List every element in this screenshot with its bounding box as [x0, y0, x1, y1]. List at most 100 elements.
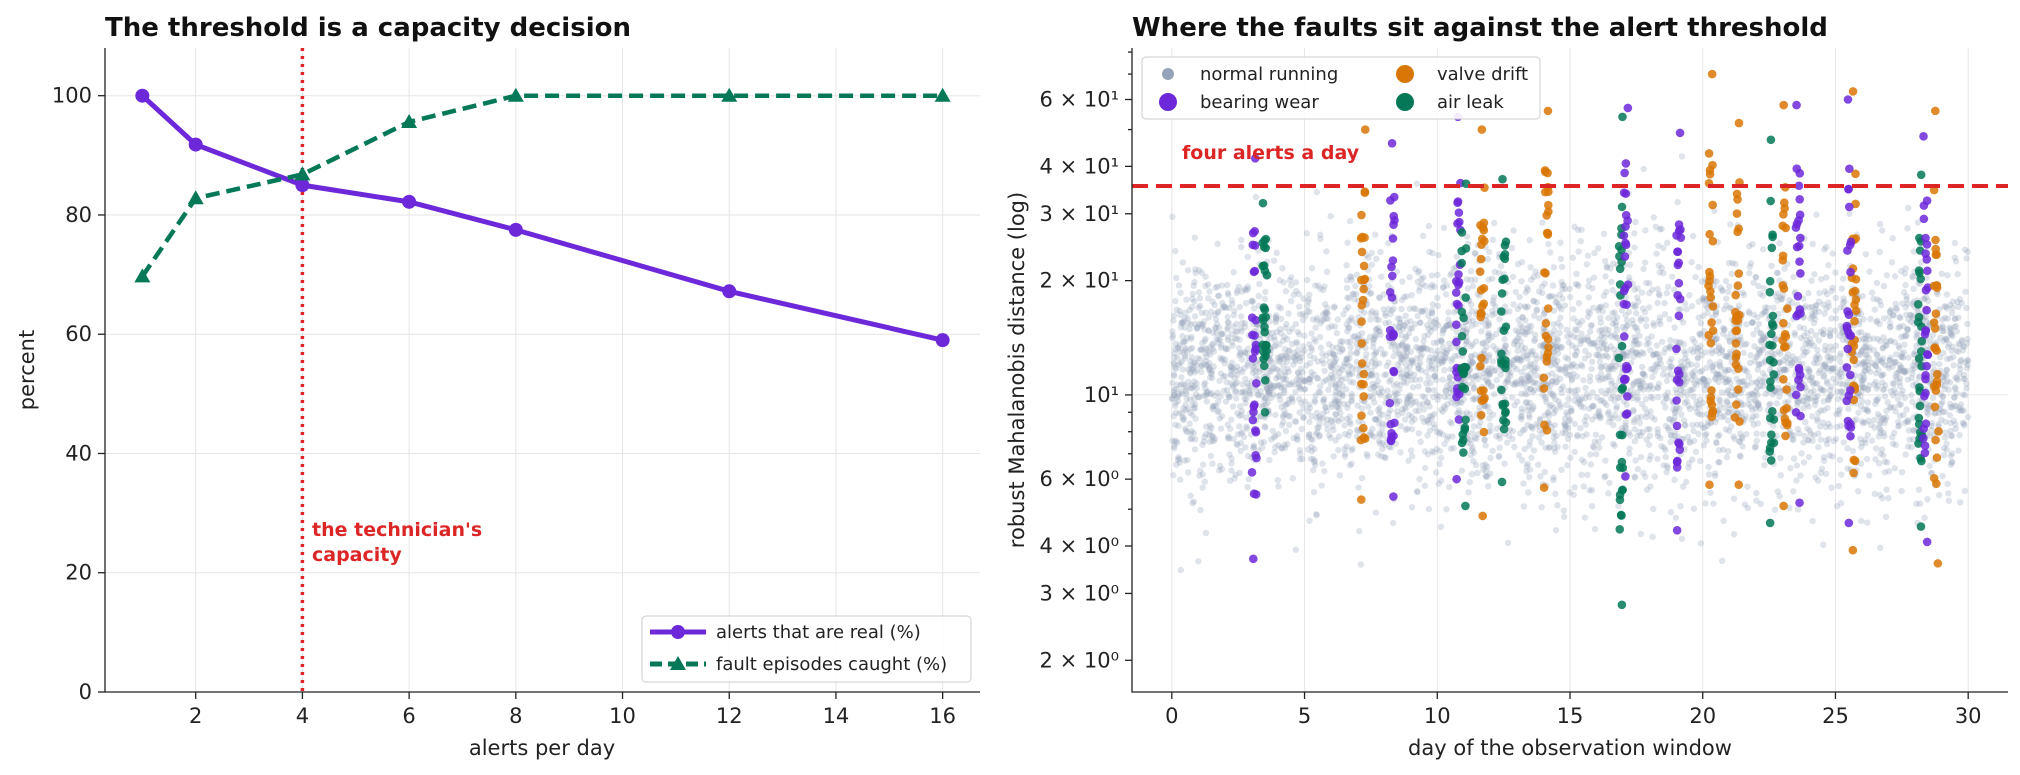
fault-point	[1360, 187, 1370, 196]
normal-running-point	[1240, 433, 1248, 441]
normal-running-point	[1418, 345, 1425, 353]
normal-running-point	[1642, 395, 1650, 403]
normal-running-point	[1320, 378, 1327, 385]
normal-running-point	[1862, 367, 1869, 375]
normal-running-point	[1312, 324, 1319, 331]
fault-point	[1734, 480, 1744, 490]
normal-running-point	[1867, 315, 1874, 323]
normal-running-point	[1878, 227, 1886, 234]
normal-running-point	[1943, 367, 1950, 374]
normal-running-point	[1351, 333, 1359, 340]
fault-point	[1248, 330, 1257, 340]
normal-running-point	[1472, 250, 1479, 257]
normal-running-point	[1431, 424, 1438, 432]
normal-running-point	[1821, 288, 1829, 295]
normal-running-point	[1757, 500, 1764, 508]
fault-point	[1259, 261, 1269, 270]
normal-running-point	[1837, 500, 1845, 507]
normal-running-point	[1862, 439, 1869, 447]
normal-running-point	[1578, 456, 1585, 463]
normal-running-point	[1490, 342, 1497, 350]
normal-running-point	[1348, 314, 1355, 322]
normal-running-point	[1234, 441, 1241, 449]
normal-running-point	[1671, 432, 1678, 440]
normal-running-point	[1554, 350, 1562, 357]
normal-running-point	[1410, 305, 1417, 312]
normal-running-point	[1485, 329, 1492, 337]
fault-point	[1357, 210, 1366, 220]
normal-running-point	[1945, 490, 1952, 497]
normal-running-point	[1712, 361, 1719, 368]
normal-running-point	[1333, 344, 1341, 351]
normal-running-point	[1340, 363, 1347, 370]
normal-running-point	[1492, 303, 1499, 310]
normal-running-point	[1490, 367, 1498, 374]
normal-running-point	[1470, 457, 1477, 465]
normal-running-point	[1582, 384, 1589, 392]
normal-running-point	[1517, 337, 1524, 345]
fault-point	[1501, 237, 1511, 247]
normal-running-point	[1607, 265, 1614, 272]
fault-point	[1617, 600, 1627, 610]
normal-running-point	[1169, 328, 1176, 335]
normal-running-point	[1958, 356, 1965, 364]
normal-running-point	[1299, 369, 1306, 376]
legend-caught-marker	[670, 656, 686, 670]
normal-running-point	[1489, 300, 1497, 307]
normal-running-point	[1620, 349, 1627, 357]
normal-running-point	[1946, 324, 1953, 331]
normal-running-point	[1777, 454, 1784, 462]
normal-running-point	[1199, 346, 1206, 353]
normal-running-point	[1565, 339, 1572, 346]
series-line-0	[140, 93, 944, 343]
normal-running-point	[1311, 398, 1319, 406]
normal-running-point	[1420, 344, 1427, 352]
normal-running-point	[1524, 303, 1532, 310]
normal-running-point	[1187, 335, 1195, 343]
normal-running-point	[1581, 355, 1589, 362]
normal-running-point	[1940, 452, 1948, 459]
normal-running-point	[1424, 399, 1431, 406]
legend-real-label: alerts that are real (%)	[716, 622, 921, 643]
normal-running-point	[1186, 420, 1193, 427]
normal-running-point	[1234, 431, 1242, 438]
normal-running-point	[1410, 371, 1418, 378]
normal-running-point	[1356, 527, 1363, 535]
normal-running-point	[1390, 352, 1397, 360]
normal-running-point	[1236, 423, 1243, 430]
normal-running-point	[1470, 385, 1477, 393]
normal-running-point	[1172, 297, 1179, 305]
normal-running-point	[1191, 313, 1199, 320]
normal-running-point	[1198, 339, 1206, 347]
normal-running-point	[1900, 368, 1908, 376]
normal-running-point	[1430, 393, 1437, 401]
normal-running-point	[1176, 342, 1183, 349]
normal-running-point	[1741, 501, 1749, 508]
normal-running-point	[1825, 397, 1832, 404]
normal-running-point	[1176, 476, 1184, 483]
normal-running-point	[1184, 366, 1192, 373]
normal-running-point	[1508, 244, 1516, 252]
normal-running-point	[1463, 338, 1471, 345]
normal-running-point	[1881, 419, 1888, 427]
fault-point	[1249, 402, 1259, 411]
normal-running-point	[1308, 346, 1315, 354]
normal-running-point	[1658, 443, 1665, 450]
normal-running-point	[1681, 399, 1689, 407]
normal-running-point	[1821, 310, 1828, 317]
fault-point	[1476, 312, 1485, 322]
normal-running-point	[1622, 424, 1630, 431]
fault-point	[1251, 426, 1260, 435]
normal-running-point	[1630, 380, 1637, 387]
normal-running-point	[1873, 279, 1881, 287]
normal-running-point	[1810, 431, 1818, 439]
normal-running-point	[1334, 316, 1341, 323]
normal-running-point	[1794, 506, 1802, 513]
normal-running-point	[1203, 398, 1211, 405]
fault-point	[1260, 361, 1269, 371]
normal-running-point	[1720, 306, 1728, 313]
normal-running-point	[1656, 269, 1663, 276]
normal-running-point	[1377, 385, 1385, 392]
normal-running-point	[1331, 397, 1338, 404]
normal-running-point	[1639, 428, 1646, 436]
